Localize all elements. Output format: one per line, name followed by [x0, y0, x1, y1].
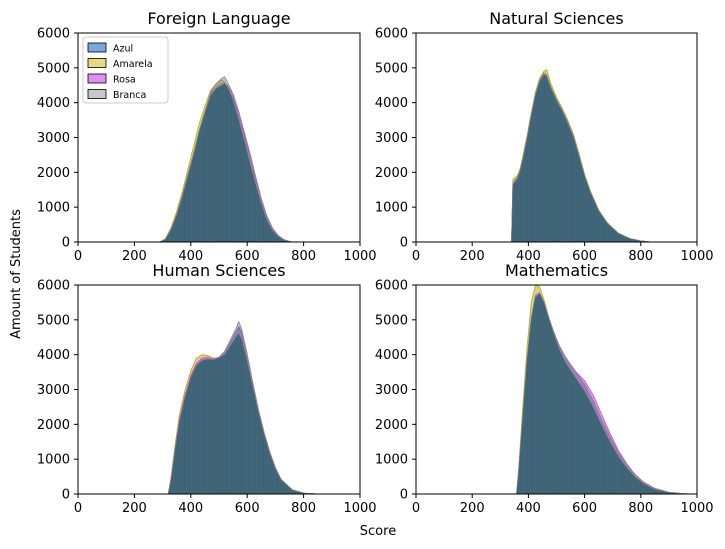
y-tick-label: 1000	[37, 201, 70, 216]
x-tick-label: 0	[412, 501, 420, 516]
y-tick-label: 2000	[37, 418, 70, 433]
series-overlap	[168, 333, 318, 494]
x-tick-label: 800	[628, 249, 653, 264]
legend: Azul Amarela Rosa Branca	[82, 36, 169, 104]
series-overlap	[516, 293, 692, 494]
x-tick-label: 0	[412, 249, 420, 264]
y-tick-label: 2000	[375, 418, 408, 433]
y-tick-label: 0	[62, 488, 70, 503]
x-tick-label: 1000	[343, 501, 376, 516]
panel-1: Foreign Language 0 200 400 600 800 1000 0 1000 20…	[37, 9, 377, 264]
panels: Foreign Language 0 200 400 600 800 1000 0 1000 20…	[37, 9, 714, 516]
y-tick-label: 4000	[375, 348, 408, 363]
x-tick-label: 200	[122, 249, 147, 264]
x-tick-label: 600	[572, 249, 597, 264]
y-tick-label: 2000	[37, 166, 70, 181]
bin-edges	[513, 75, 654, 242]
x-tick-label: 0	[74, 249, 82, 264]
y-tick-label: 5000	[375, 61, 408, 76]
legend-swatch-amarela	[87, 58, 107, 68]
y-tick-label: 2000	[375, 166, 408, 181]
x-tick-label: 400	[516, 249, 541, 264]
x-tick-label: 800	[291, 249, 316, 264]
y-tick-label: 6000	[375, 27, 408, 42]
x-tick-label: 400	[516, 501, 541, 516]
y-tick-label: 4000	[37, 348, 70, 363]
panel-3: Human Sciences 0 200 400 600 800 1000 0 1000 2000…	[37, 261, 377, 516]
bin-edges	[518, 294, 691, 494]
x-tick-label: 1000	[680, 249, 713, 264]
x-tick-label: 600	[235, 501, 260, 516]
panel-4: Mathematics 0 200 400 600 800 1000 0 1000 2000 300…	[375, 261, 714, 516]
x-tick-label: 200	[460, 249, 485, 264]
bin-edges	[169, 334, 318, 494]
legend-label-amarela: Amarela	[113, 59, 153, 70]
legend-label-azul: Azul	[113, 44, 133, 55]
x-tick-label: 200	[460, 501, 485, 516]
legend-swatch-azul	[87, 42, 107, 53]
x-tick-label: 600	[235, 249, 260, 264]
x-tick-label: 1000	[343, 249, 376, 264]
y-tick-label: 0	[400, 236, 408, 251]
y-tick-label: 3000	[375, 131, 408, 146]
x-tick-label: 200	[122, 501, 147, 516]
y-axis-label: Amount of Students	[9, 209, 24, 339]
panel-title: Mathematics	[505, 261, 608, 280]
x-axis-label: Score	[360, 524, 396, 539]
y-tick-label: 6000	[37, 279, 70, 294]
y-tick-label: 4000	[375, 96, 408, 111]
y-tick-label: 6000	[37, 27, 70, 42]
x-tick-label: 1000	[680, 501, 713, 516]
y-tick-label: 5000	[37, 61, 70, 76]
y-tick-label: 3000	[375, 383, 408, 398]
panel-title: Human Sciences	[152, 261, 285, 280]
series-overlap	[159, 83, 293, 242]
x-tick-label: 800	[628, 501, 653, 516]
y-tick-label: 1000	[375, 201, 408, 216]
y-tick-label: 0	[62, 236, 70, 251]
x-tick-label: 0	[74, 501, 82, 516]
y-tick-label: 1000	[37, 453, 70, 468]
x-tick-label: 400	[178, 501, 203, 516]
y-tick-label: 6000	[375, 279, 408, 294]
panel-title: Foreign Language	[147, 9, 290, 28]
series-overlap	[511, 74, 655, 242]
legend-label-branca: Branca	[113, 90, 146, 101]
legend-swatch-branca	[87, 89, 107, 99]
y-tick-label: 4000	[37, 96, 70, 111]
panel-2: Natural Sciences 0 200 400 600 800 1000 0 1000 20…	[375, 9, 714, 264]
y-tick-label: 5000	[37, 313, 70, 328]
legend-box	[82, 36, 169, 104]
y-tick-label: 0	[400, 488, 408, 503]
y-tick-label: 3000	[37, 383, 70, 398]
y-tick-label: 3000	[37, 131, 70, 146]
legend-label-rosa: Rosa	[113, 75, 136, 86]
bin-edges	[161, 83, 292, 242]
legend-swatch-rosa	[87, 73, 107, 84]
panel-title: Natural Sciences	[489, 9, 623, 28]
x-tick-label: 400	[178, 249, 203, 264]
x-tick-label: 600	[572, 501, 597, 516]
y-tick-label: 1000	[375, 453, 408, 468]
x-tick-label: 800	[291, 501, 316, 516]
y-tick-label: 5000	[375, 313, 408, 328]
